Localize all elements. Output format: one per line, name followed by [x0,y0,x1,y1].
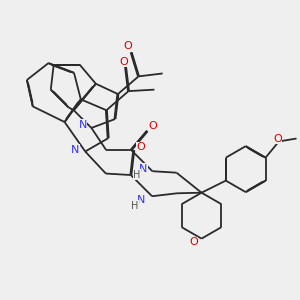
Text: N: N [78,120,87,130]
Text: H: H [134,170,141,180]
Text: O: O [189,237,198,247]
Text: O: O [273,134,282,143]
Text: N: N [71,145,79,155]
Text: O: O [137,142,146,152]
Text: O: O [124,41,133,51]
Text: O: O [148,122,157,131]
Text: H: H [131,201,139,211]
Text: N: N [139,164,147,174]
Text: N: N [137,195,145,205]
Text: O: O [120,57,128,67]
